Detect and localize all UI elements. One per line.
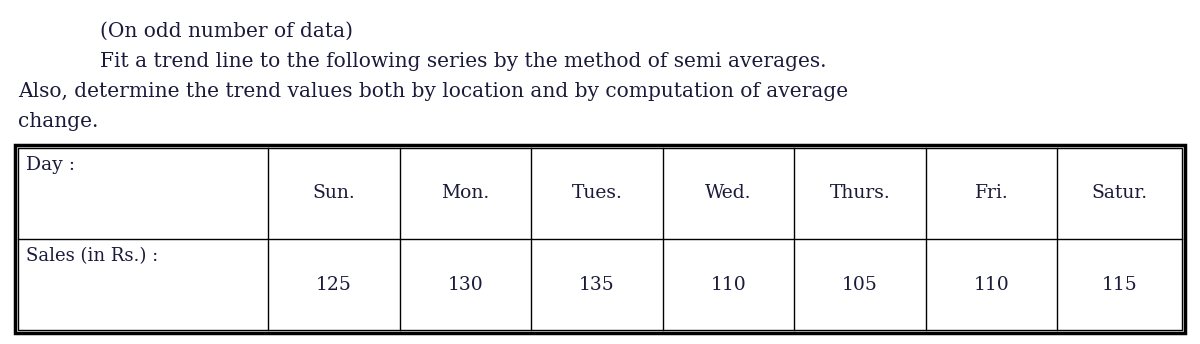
Text: 130: 130	[448, 276, 484, 293]
Bar	[18, 148, 1182, 330]
Text: Satur.: Satur.	[1092, 184, 1147, 203]
Text: Thurs.: Thurs.	[829, 184, 890, 203]
Text: 105: 105	[842, 276, 878, 293]
Text: Sun.: Sun.	[313, 184, 355, 203]
Bar	[14, 145, 1186, 333]
Text: Also, determine the trend values both by location and by computation of average: Also, determine the trend values both by…	[18, 82, 848, 101]
Text: Mon.: Mon.	[442, 184, 490, 203]
Text: Wed.: Wed.	[706, 184, 752, 203]
Text: 110: 110	[974, 276, 1009, 293]
Text: change.: change.	[18, 112, 98, 131]
Text: Sales (in Rs.) :: Sales (in Rs.) :	[26, 247, 158, 265]
Text: Day :: Day :	[26, 156, 74, 174]
Text: 110: 110	[710, 276, 746, 293]
Text: Fit a trend line to the following series by the method of semi averages.: Fit a trend line to the following series…	[100, 52, 827, 71]
Text: Tues.: Tues.	[571, 184, 623, 203]
Text: 135: 135	[580, 276, 614, 293]
Text: Fri.: Fri.	[974, 184, 1008, 203]
Text: 115: 115	[1102, 276, 1138, 293]
Text: (On odd number of data): (On odd number of data)	[100, 22, 353, 41]
Text: 125: 125	[316, 276, 352, 293]
